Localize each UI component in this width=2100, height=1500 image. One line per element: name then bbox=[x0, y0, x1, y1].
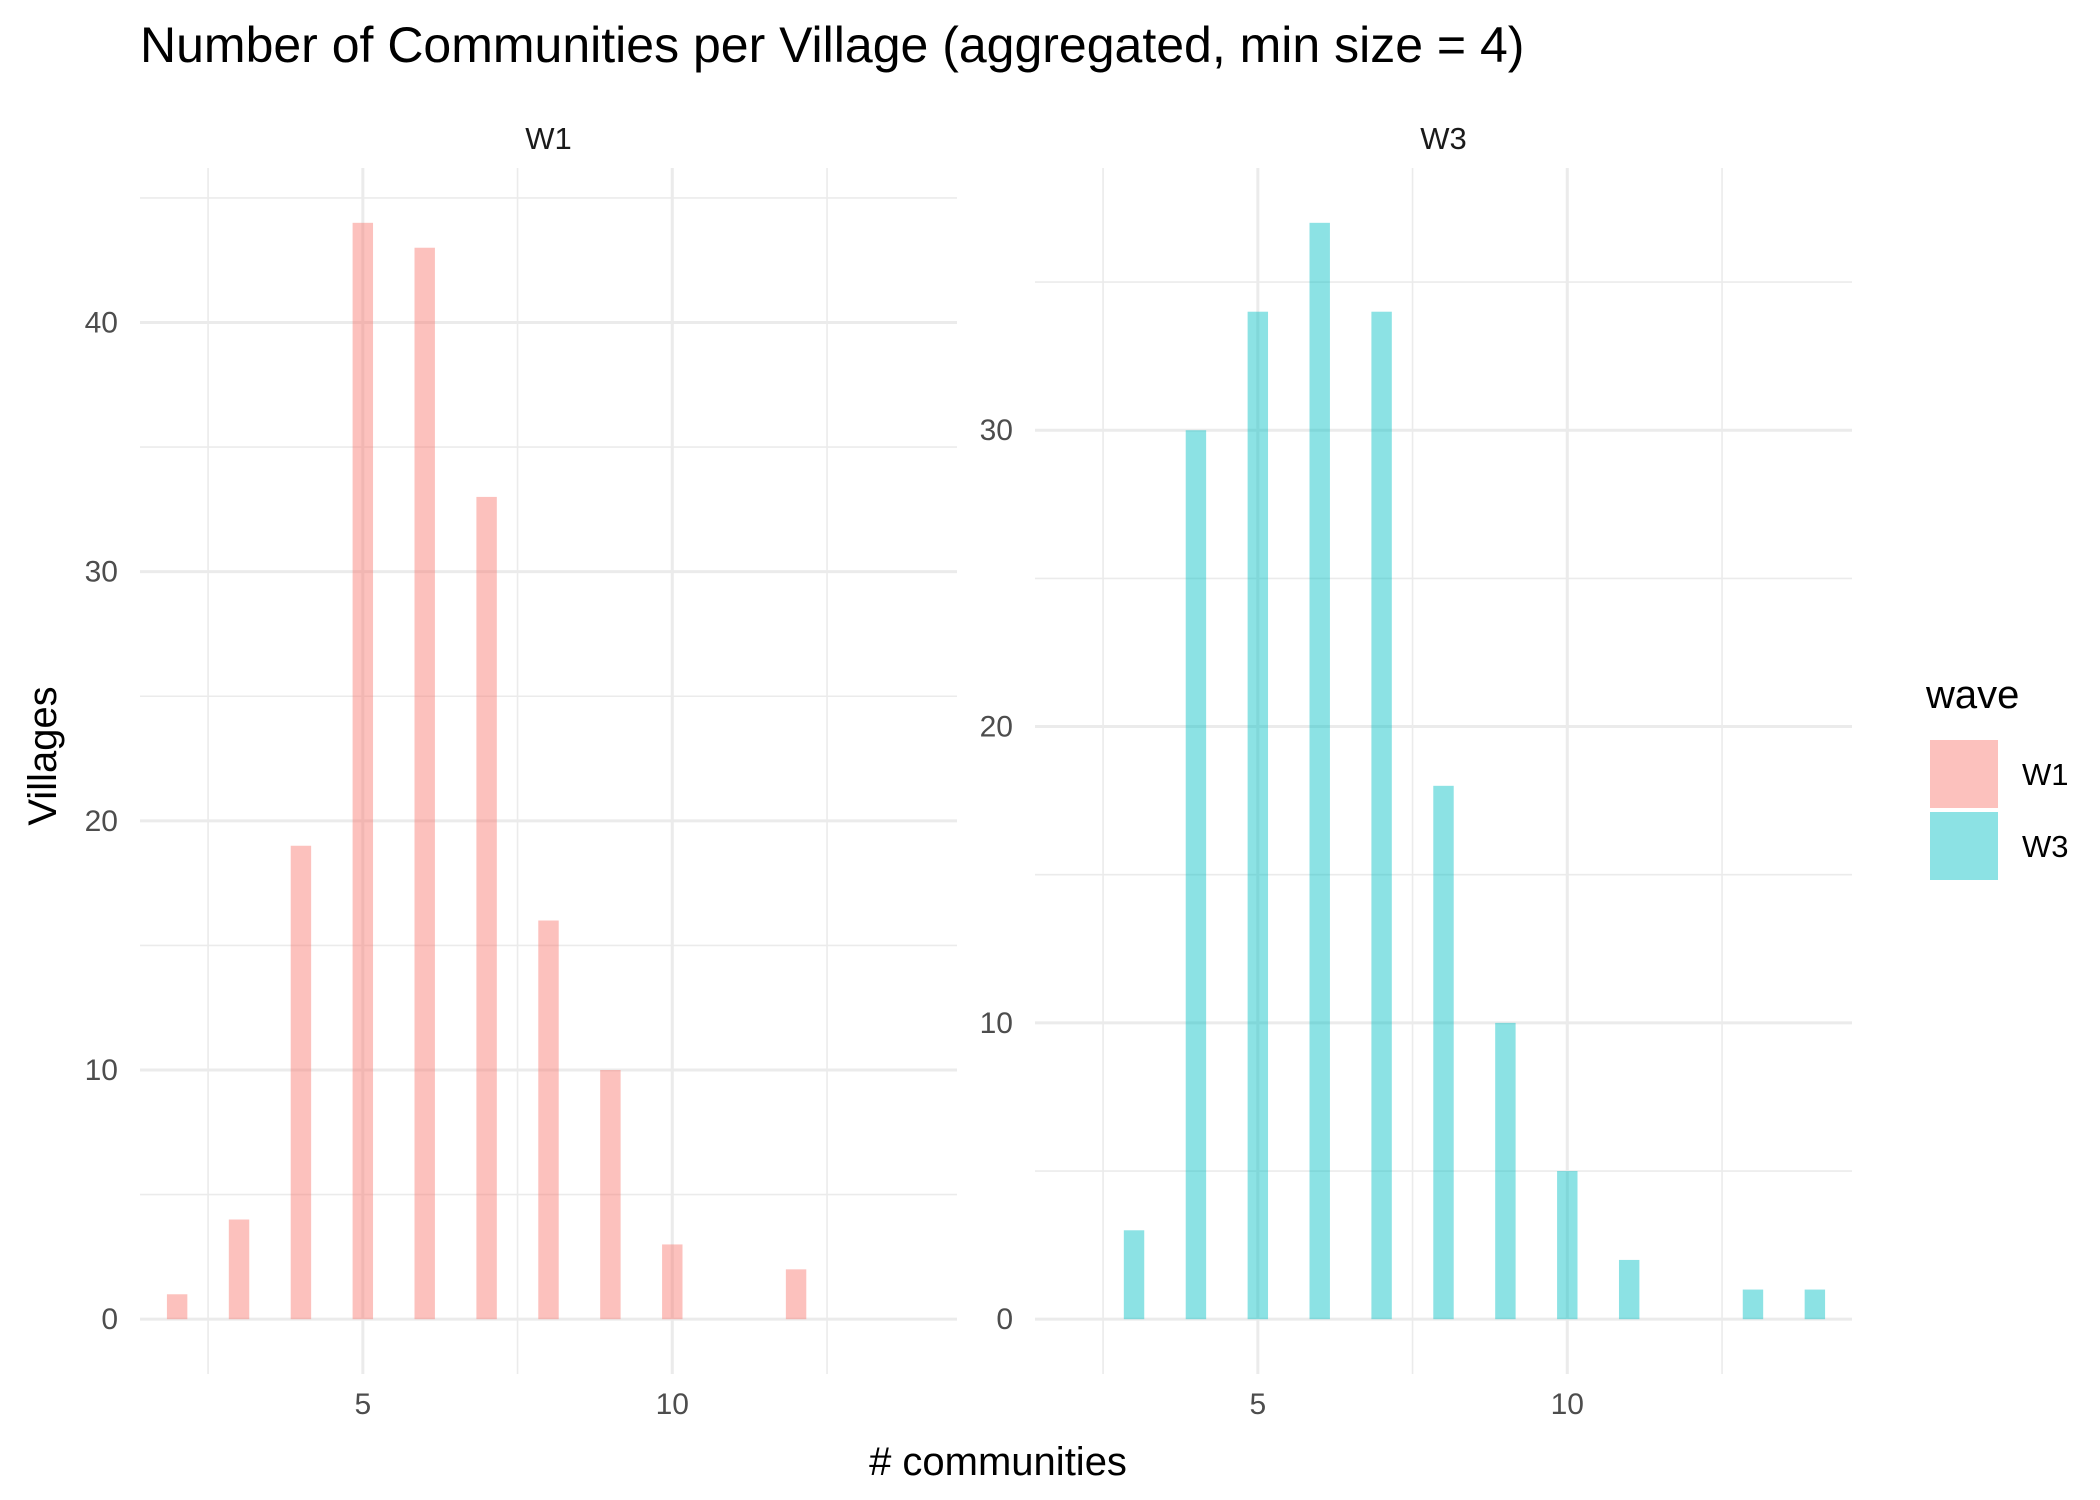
bar bbox=[662, 1244, 683, 1320]
y-tick-label: 10 bbox=[85, 1054, 118, 1087]
bar bbox=[1495, 1022, 1516, 1320]
tick-labels: 0 10 20 30 40 5 10 bbox=[85, 306, 689, 1421]
y-tick-label: 30 bbox=[85, 556, 118, 589]
gridlines bbox=[1035, 168, 1852, 1374]
y-tick-label: 0 bbox=[101, 1303, 118, 1336]
bars bbox=[1123, 222, 1826, 1320]
bar bbox=[600, 1070, 621, 1320]
bar bbox=[1185, 430, 1207, 1320]
bar bbox=[166, 1294, 188, 1320]
facet-panels: W1 0 10 20 30 40 5 10 W3 0 10 20 30 5 10 bbox=[85, 121, 1852, 1421]
x-tick-label: 10 bbox=[1551, 1388, 1584, 1421]
legend-label-w1: W1 bbox=[2022, 757, 2069, 792]
y-tick-label: 30 bbox=[980, 414, 1013, 447]
bar bbox=[414, 247, 435, 1320]
bar bbox=[1371, 311, 1392, 1320]
bar bbox=[1123, 1230, 1145, 1320]
legend-key-w3 bbox=[1930, 812, 1998, 880]
bar bbox=[290, 845, 312, 1320]
x-tick-label: 5 bbox=[354, 1388, 371, 1421]
y-tick-label: 20 bbox=[980, 711, 1013, 744]
y-tick-label: 0 bbox=[996, 1303, 1013, 1336]
bar bbox=[352, 222, 374, 1320]
x-axis-title: # communities bbox=[869, 1440, 1127, 1484]
y-tick-label: 20 bbox=[85, 805, 118, 838]
y-axis-title: Villages bbox=[21, 686, 65, 825]
panel-w1: W1 0 10 20 30 40 5 10 bbox=[85, 121, 957, 1421]
chart-title: Number of Communities per Village (aggre… bbox=[140, 17, 1524, 73]
bar bbox=[1247, 311, 1269, 1320]
panel-w3: W3 0 10 20 30 5 10 bbox=[980, 121, 1852, 1421]
facet-strip-label: W3 bbox=[1420, 121, 1467, 156]
facet-strip-label: W1 bbox=[525, 121, 572, 156]
bars bbox=[166, 222, 807, 1320]
bar bbox=[1742, 1289, 1764, 1320]
x-tick-label: 5 bbox=[1249, 1388, 1266, 1421]
bar bbox=[1557, 1171, 1578, 1320]
bar bbox=[1309, 222, 1330, 1320]
bar bbox=[1804, 1289, 1826, 1320]
gridlines bbox=[140, 168, 957, 1374]
y-tick-label: 40 bbox=[85, 306, 118, 339]
legend: wave W1 W3 bbox=[1925, 673, 2069, 880]
bar bbox=[538, 920, 559, 1320]
bar bbox=[228, 1219, 250, 1320]
legend-title: wave bbox=[1925, 673, 2019, 717]
bar bbox=[1618, 1259, 1640, 1320]
legend-key-w1 bbox=[1930, 740, 1998, 808]
bar bbox=[785, 1269, 807, 1320]
bar bbox=[476, 496, 497, 1320]
x-tick-label: 10 bbox=[656, 1388, 689, 1421]
tick-labels: 0 10 20 30 5 10 bbox=[980, 414, 1584, 1421]
legend-label-w3: W3 bbox=[2022, 829, 2069, 864]
y-tick-label: 10 bbox=[980, 1007, 1013, 1040]
bar bbox=[1433, 785, 1454, 1320]
